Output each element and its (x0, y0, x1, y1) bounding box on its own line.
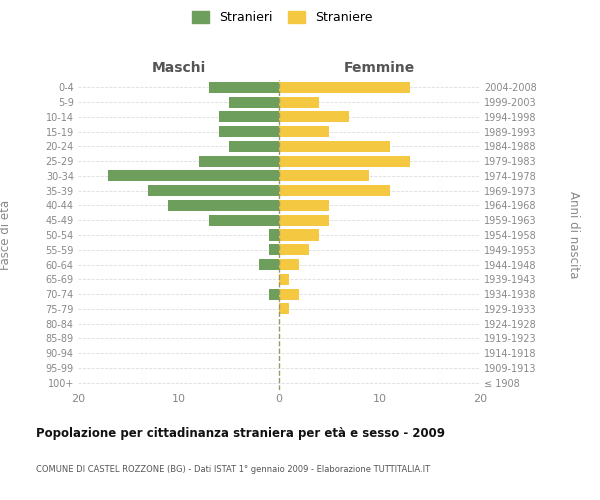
Bar (279, 200, 329, 211)
Bar (279, 126, 329, 137)
Bar (269, 230, 279, 240)
Bar (279, 230, 319, 240)
Bar (218, 112, 279, 122)
Bar (279, 244, 309, 256)
Bar (199, 156, 279, 166)
Bar (269, 288, 279, 300)
Legend: Stranieri, Straniere: Stranieri, Straniere (189, 8, 375, 26)
Bar (269, 244, 279, 256)
Text: Fasce di età: Fasce di età (0, 200, 13, 270)
Text: Femmine: Femmine (344, 61, 415, 75)
Bar (279, 96, 319, 108)
Bar (279, 274, 289, 285)
Bar (279, 82, 410, 93)
Bar (279, 288, 299, 300)
Text: Anni di nascita: Anni di nascita (566, 192, 580, 278)
Text: COMUNE DI CASTEL ROZZONE (BG) - Dati ISTAT 1° gennaio 2009 - Elaborazione TUTTIT: COMUNE DI CASTEL ROZZONE (BG) - Dati IST… (36, 466, 430, 474)
Bar (229, 96, 279, 108)
Bar (279, 214, 329, 226)
Bar (209, 214, 279, 226)
Bar (259, 259, 279, 270)
Bar (108, 170, 279, 181)
Bar (229, 141, 279, 152)
Bar (148, 185, 279, 196)
Bar (218, 126, 279, 137)
Bar (279, 156, 410, 166)
Bar (279, 141, 389, 152)
Text: Popolazione per cittadinanza straniera per età e sesso - 2009: Popolazione per cittadinanza straniera p… (36, 428, 445, 440)
Bar (279, 112, 349, 122)
Bar (209, 82, 279, 93)
Bar (279, 259, 299, 270)
Bar (279, 185, 389, 196)
Bar (169, 200, 279, 211)
Bar (279, 304, 289, 314)
Text: Maschi: Maschi (151, 61, 206, 75)
Bar (279, 170, 370, 181)
